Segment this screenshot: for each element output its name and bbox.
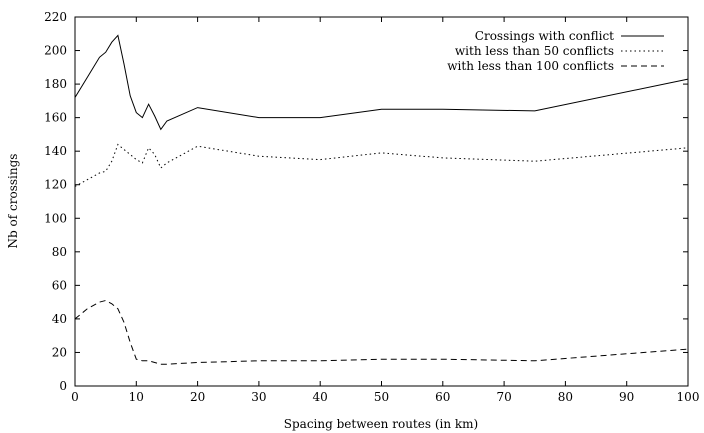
legend-label-less-50: with less than 50 conflicts: [455, 44, 614, 58]
y-tick-label: 140: [44, 144, 67, 158]
x-axis: 0 10 20 30 40 50 60 70 80 90 100: [71, 17, 699, 404]
x-tick-label: 80: [558, 390, 573, 404]
x-tick-label: 60: [435, 390, 450, 404]
y-tick-label: 160: [44, 111, 67, 125]
y-axis-title: Nb of crossings: [6, 154, 20, 249]
x-tick-label: 90: [619, 390, 634, 404]
legend-label-less-100: with less than 100 conflicts: [447, 59, 614, 73]
y-tick-label: 100: [44, 211, 67, 225]
y-tick-label: 20: [52, 345, 67, 359]
legend-label-conflict: Crossings with conflict: [475, 29, 614, 43]
x-tick-label: 70: [496, 390, 511, 404]
y-tick-label: 0: [59, 379, 67, 393]
series-line-solid: [74, 34, 689, 131]
y-tick-label: 40: [52, 312, 67, 326]
series-lines: [74, 34, 689, 365]
y-tick-label: 200: [44, 44, 67, 58]
x-tick-label: 30: [251, 390, 266, 404]
y-tick-label: 60: [52, 278, 67, 292]
y-tick-label: 220: [44, 10, 67, 24]
series-line-dotted: [74, 143, 689, 187]
x-tick-label: 100: [677, 390, 700, 404]
x-tick-label: 50: [374, 390, 389, 404]
x-tick-label: 20: [190, 390, 205, 404]
y-tick-label: 180: [44, 77, 67, 91]
y-tick-label: 120: [44, 178, 67, 192]
x-tick-label: 40: [313, 390, 328, 404]
x-axis-title: Spacing between routes (in km): [284, 417, 478, 431]
y-axis: 0 20 40 60 80 100 120 140 160 180 200 220: [44, 10, 688, 393]
x-tick-label: 10: [129, 390, 144, 404]
x-tick-label: 0: [71, 390, 79, 404]
series-line-dashed: [74, 299, 689, 365]
legend: Crossings with conflict with less than 5…: [447, 29, 664, 73]
y-tick-label: 80: [52, 245, 67, 259]
